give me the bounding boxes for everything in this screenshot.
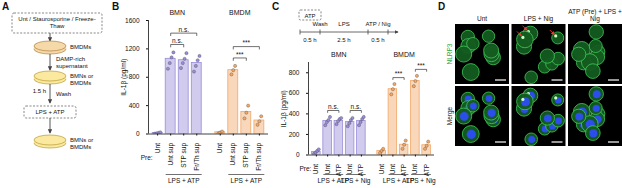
svg-text:Unt: Unt bbox=[378, 164, 385, 174]
svg-text:Pre:: Pre: bbox=[141, 154, 153, 161]
svg-text:n.s.: n.s. bbox=[328, 103, 339, 110]
svg-text:***: *** bbox=[395, 70, 403, 77]
svg-text:LPS + ATP: LPS + ATP bbox=[231, 177, 263, 184]
svg-text:0.5 h: 0.5 h bbox=[371, 37, 384, 43]
html-text:Wash: Wash bbox=[56, 91, 72, 97]
svg-text:ATP: ATP bbox=[422, 164, 430, 177]
svg-text:Unt: Unt bbox=[411, 164, 418, 174]
svg-text:ATP: ATP bbox=[335, 164, 342, 177]
svg-text:400: 400 bbox=[289, 110, 300, 117]
svg-text:IL-1β (pg/ml): IL-1β (pg/ml) bbox=[120, 59, 128, 96]
html-text:D: D bbox=[438, 1, 446, 12]
svg-text:Fr/Th sup: Fr/Th sup bbox=[193, 143, 201, 171]
svg-text:BMDM: BMDM bbox=[393, 51, 415, 58]
html-text:C: C bbox=[272, 1, 280, 12]
svg-text:2.5 h: 2.5 h bbox=[337, 37, 350, 43]
svg-text:LPS: LPS bbox=[338, 21, 349, 27]
svg-text:0.5 h: 0.5 h bbox=[303, 37, 316, 43]
svg-text:LPS + ATP: LPS + ATP bbox=[168, 177, 200, 184]
svg-text:0: 0 bbox=[136, 130, 140, 137]
html-text:1.5 h: 1.5 h bbox=[32, 88, 46, 94]
svg-text:STP sup: STP sup bbox=[180, 143, 188, 168]
html-text:BMDMs: BMDMs bbox=[70, 44, 92, 50]
svg-text:LPS + Nig: LPS + Nig bbox=[341, 177, 371, 185]
svg-text:ATP: ATP bbox=[357, 164, 365, 177]
svg-text:LPS + ATP: LPS + ATP bbox=[382, 176, 415, 184]
html-text:B: B bbox=[112, 1, 120, 12]
svg-text:0: 0 bbox=[296, 151, 300, 158]
svg-text:IL-1β (pg/ml): IL-1β (pg/ml) bbox=[280, 90, 288, 127]
svg-text:STP sup: STP sup bbox=[242, 143, 250, 168]
svg-text:800: 800 bbox=[129, 73, 140, 80]
html-text:LPS + ATP: LPS + ATP bbox=[35, 108, 65, 115]
html-text:A: A bbox=[2, 1, 10, 12]
svg-text:600: 600 bbox=[289, 89, 300, 96]
svg-text:LPS + ATP: LPS + ATP bbox=[317, 176, 349, 184]
svg-text:400: 400 bbox=[129, 102, 140, 109]
svg-text:Unt: Unt bbox=[154, 143, 161, 153]
html-text:Unt / Staurosporine / Freeze-T: Unt / Staurosporine / Freeze-Thaw bbox=[18, 16, 96, 29]
svg-text:ATP: ATP bbox=[304, 13, 315, 19]
html-text:BMNs or BMDMs: BMNs or BMDMs bbox=[70, 137, 94, 150]
svg-text:BMN: BMN bbox=[331, 51, 347, 58]
svg-text:Unt: Unt bbox=[324, 164, 331, 174]
svg-text:ATP / Nig: ATP / Nig bbox=[365, 21, 390, 27]
svg-text:Unt sup: Unt sup bbox=[167, 143, 175, 166]
svg-text:1600: 1600 bbox=[125, 17, 140, 24]
svg-text:BMN: BMN bbox=[169, 9, 185, 16]
svg-text:800: 800 bbox=[289, 69, 300, 76]
html-text:BMNs or BMDMs: BMNs or BMDMs bbox=[70, 73, 94, 86]
html-text:DAMP-rich supernatant: DAMP-rich supernatant bbox=[56, 56, 88, 69]
svg-text:Merge: Merge bbox=[446, 106, 454, 125]
svg-text:1200: 1200 bbox=[125, 45, 140, 52]
svg-text:n.s.: n.s. bbox=[351, 103, 362, 110]
svg-text:NLRP3: NLRP3 bbox=[446, 43, 453, 64]
html-text:ATP (Pre) + LPS + Nig: ATP (Pre) + LPS + Nig bbox=[568, 8, 622, 22]
svg-text:Fr/Th sup: Fr/Th sup bbox=[255, 143, 263, 171]
svg-text:Unt: Unt bbox=[216, 143, 223, 153]
svg-text:BMDM: BMDM bbox=[229, 9, 251, 16]
svg-text:***: *** bbox=[243, 39, 251, 46]
svg-text:Wash: Wash bbox=[312, 21, 327, 27]
svg-text:LPS + Nig: LPS + Nig bbox=[406, 177, 436, 185]
svg-text:n.s.: n.s. bbox=[172, 37, 183, 44]
svg-text:Pre:: Pre: bbox=[299, 165, 311, 172]
svg-text:Unt sup: Unt sup bbox=[229, 143, 237, 166]
svg-text:ATP: ATP bbox=[400, 164, 408, 177]
svg-text:Unt: Unt bbox=[389, 164, 396, 174]
svg-text:Unt: Unt bbox=[346, 164, 353, 174]
svg-text:***: *** bbox=[417, 62, 425, 69]
html-text:LPS + Nig: LPS + Nig bbox=[523, 15, 554, 22]
svg-text:n.s.: n.s. bbox=[178, 26, 189, 33]
svg-text:Unt: Unt bbox=[312, 164, 319, 174]
svg-text:***: *** bbox=[236, 51, 244, 58]
html-text:Unt: Unt bbox=[476, 15, 488, 22]
svg-text:200: 200 bbox=[289, 131, 300, 138]
